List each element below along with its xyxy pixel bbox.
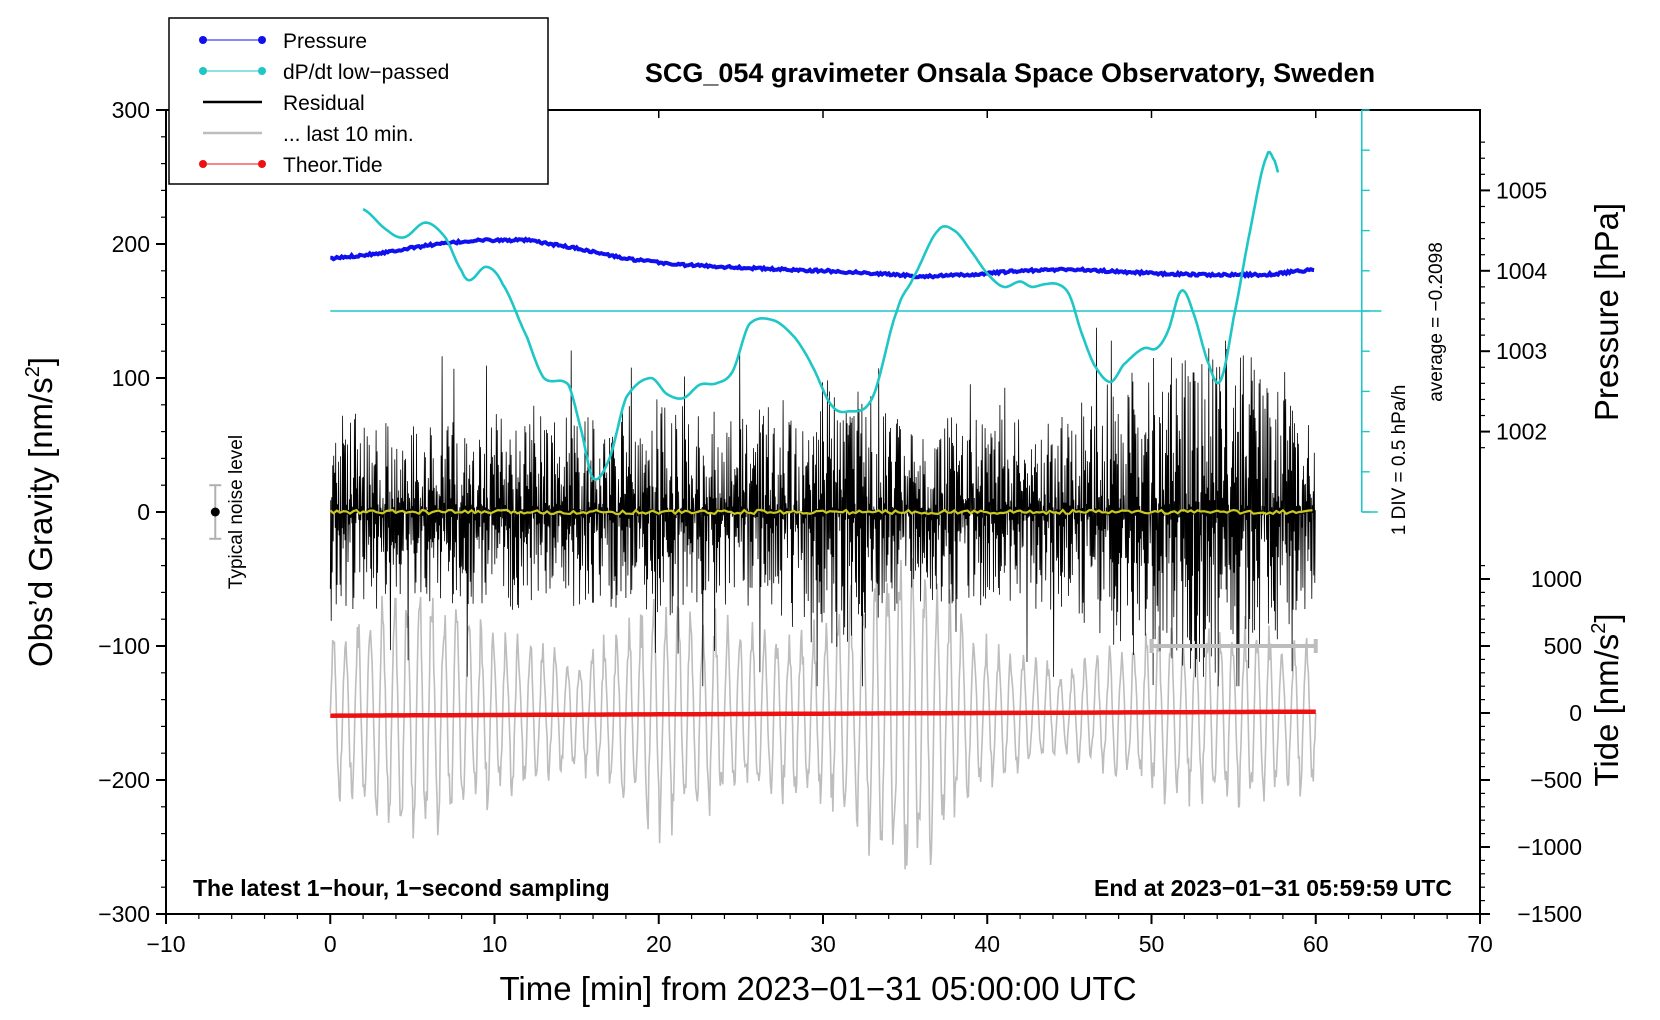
dpdt-average-label: average = −0.2098 (1426, 242, 1447, 402)
y-tick-label: −200 (98, 767, 150, 793)
end-time-note: End at 2023−01−31 05:59:59 UTC (1094, 875, 1452, 901)
residual-lowpass-series (329, 508, 1313, 516)
tide-tick-label: −1000 (1517, 834, 1582, 860)
legend-label: ... last 10 min. (283, 123, 414, 146)
y-axis-left-label-sup: 2 (22, 366, 44, 377)
tide-axis-label-text: Tide [nm/s (1588, 634, 1625, 787)
sampling-note: The latest 1−hour, 1−second sampling (193, 875, 610, 901)
legend-marker (199, 160, 207, 168)
tide-tick-label: −1500 (1517, 901, 1582, 927)
x-tick-label: 0 (324, 931, 337, 957)
tide-tick-label: −500 (1530, 767, 1582, 793)
tide-axis-label-sup: 2 (1588, 623, 1610, 634)
y-tick-label: 0 (137, 499, 150, 525)
residual-lowpass-line (329, 508, 1313, 516)
dpdt-div-label: 1 DIV = 0.5 hPa/h (1389, 385, 1410, 536)
legend-label: Theor.Tide (283, 154, 383, 177)
x-tick-label: 20 (646, 931, 672, 957)
pressure-tick-label: 1003 (1496, 338, 1547, 364)
legend: Pressure dP/dt low−passed Residual ... last… (168, 17, 549, 185)
tide-axis-label: Tide [nm/s2] (1588, 613, 1625, 786)
x-tick-label: 70 (1467, 931, 1493, 957)
legend-marker (258, 67, 266, 75)
pressure-tick-label: 1004 (1496, 258, 1547, 284)
noise-center-dot (210, 507, 220, 517)
legend-marker (258, 160, 266, 168)
x-tick-label: 10 (482, 931, 508, 957)
x-tick-label: 50 (1139, 931, 1165, 957)
pressure-tick-label: 1002 (1496, 419, 1547, 445)
theor-tide-series (330, 709, 1316, 718)
legend-label: Residual (283, 92, 365, 115)
y-tick-label: 300 (112, 97, 150, 123)
y-axis-left-label-text: Obs’d Gravity [nm/s (22, 377, 59, 667)
y-axis-left: 300 200 100 0 −100 −200 −300 (98, 97, 166, 927)
x-tick-label: 40 (974, 931, 1000, 957)
tide-tick-label: 0 (1569, 700, 1582, 726)
dpdt-scale (330, 109, 1382, 513)
x-axis: −10 0 10 20 30 40 50 60 70 (146, 110, 1493, 957)
tide-axis-label-close: ] (1588, 613, 1625, 622)
tide-tick-label: 1000 (1531, 566, 1582, 592)
residual-line (329, 327, 1316, 687)
residual-series (329, 327, 1316, 687)
y-axis-left-label: Obs’d Gravity [nm/s2] (22, 357, 59, 667)
y-axis-right: 1005 1004 1003 1002 1000 500 0 −500 −1000 −1500 (1480, 141, 1582, 927)
noise-level-label: Typical noise level (226, 435, 247, 589)
legend-marker (199, 67, 207, 75)
chart-title: SCG_054 gravimeter Onsala Space Observat… (645, 58, 1375, 88)
y-tick-label: 100 (112, 365, 150, 391)
y-tick-label: −100 (98, 633, 150, 659)
x-tick-label: −10 (146, 931, 185, 957)
pressure-axis-label: Pressure [hPa] (1588, 203, 1625, 421)
legend-label: dP/dt low−passed (283, 61, 449, 84)
noise-level-marker (209, 484, 222, 540)
x-tick-label: 60 (1303, 931, 1329, 957)
legend-marker (258, 36, 266, 44)
x-tick-label: 30 (810, 931, 836, 957)
y-axis-left-label-close: ] (22, 357, 59, 366)
tide-tick-label: 500 (1544, 633, 1582, 659)
theor-tide-line (330, 709, 1316, 718)
pressure-line (330, 236, 1315, 280)
legend-marker (199, 36, 207, 44)
last-10-min-window-marker (1149, 639, 1318, 653)
x-axis-label: Time [min] from 2023−01−31 05:00:00 UTC (499, 970, 1136, 1007)
pressure-series (330, 236, 1315, 280)
pressure-tick-label: 1005 (1496, 177, 1547, 203)
y-tick-label: 200 (112, 231, 150, 257)
y-tick-label: −300 (98, 901, 150, 927)
legend-label: Pressure (283, 30, 367, 53)
